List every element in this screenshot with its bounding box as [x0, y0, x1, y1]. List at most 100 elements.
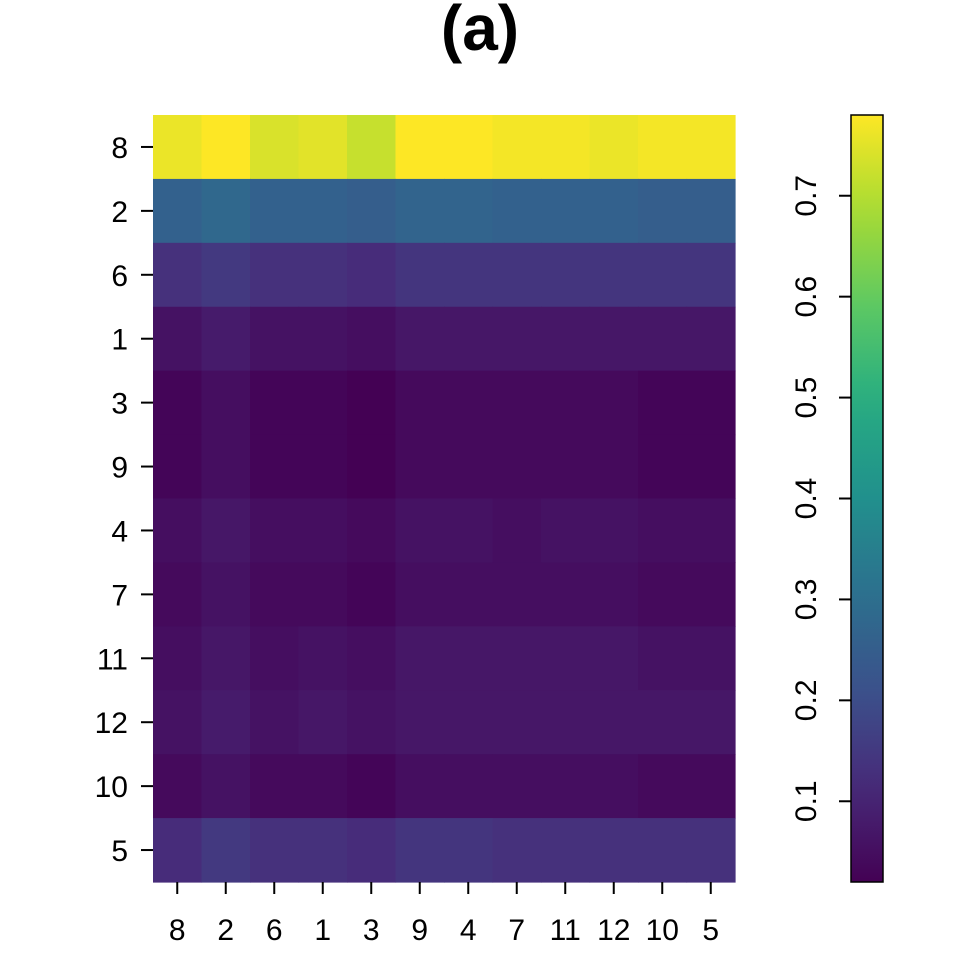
- heatmap-cell: [298, 818, 348, 883]
- heatmap-cell: [444, 754, 494, 819]
- heatmap-cell: [298, 562, 348, 627]
- heatmap-cell: [589, 690, 639, 755]
- y-tick-label: 3: [111, 388, 128, 421]
- heatmap-cell: [201, 818, 251, 883]
- heatmap-cell: [686, 242, 736, 308]
- heatmap-cell: [298, 498, 348, 564]
- heatmap-cell: [541, 626, 591, 691]
- heatmap-cell: [492, 306, 542, 372]
- heatmap-cell: [153, 115, 203, 180]
- x-tick-label: 4: [460, 914, 477, 947]
- x-tick-label: 3: [363, 914, 380, 947]
- heatmap-cell: [589, 754, 639, 819]
- heatmap-cell: [250, 626, 300, 691]
- heatmap-cell: [250, 562, 300, 627]
- x-tick-label: 1: [314, 914, 331, 947]
- heatmap-cell: [541, 242, 591, 308]
- heatmap-cell: [153, 626, 203, 691]
- heatmap-cell: [153, 498, 203, 564]
- heatmap-cell: [250, 306, 300, 372]
- heatmap-cell: [492, 498, 542, 564]
- heatmap-cell: [347, 370, 397, 436]
- heatmap-cell: [347, 115, 397, 180]
- y-tick-label: 6: [111, 260, 128, 293]
- heatmap-cell: [201, 562, 251, 627]
- heatmap-cell: [638, 178, 688, 244]
- heatmap-cell: [298, 626, 348, 691]
- heatmap-cell: [638, 754, 688, 819]
- heatmap-cell: [201, 306, 251, 372]
- colorbar-gradient: [850, 114, 884, 883]
- heatmap-cell: [638, 242, 688, 308]
- colorbar-tick-label: 0.2: [790, 679, 823, 721]
- heatmap-cell: [492, 178, 542, 244]
- heatmap-cell: [201, 178, 251, 244]
- heatmap-cell: [298, 306, 348, 372]
- heatmap-cell: [589, 370, 639, 436]
- heatmap-cell: [589, 626, 639, 691]
- heatmap-cell: [444, 306, 494, 372]
- heatmap-cell: [686, 306, 736, 372]
- heatmap-cell: [298, 434, 348, 500]
- x-tick-label: 5: [702, 914, 719, 947]
- colorbar: 0.1 0.2 0.3 0.4 0.5 0.6 0.7: [790, 114, 884, 883]
- heatmap-cell: [492, 115, 542, 180]
- heatmap-cell: [153, 562, 203, 627]
- heatmap-cell: [347, 306, 397, 372]
- colorbar-tick-label: 0.3: [790, 579, 823, 621]
- y-tick-label: 2: [111, 196, 128, 229]
- heatmap-cell: [541, 370, 591, 436]
- y-tick-label: 8: [111, 132, 128, 165]
- heatmap-cell: [492, 754, 542, 819]
- heatmap-cell: [395, 690, 445, 755]
- heatmap-cell: [541, 115, 591, 180]
- heatmap-cell: [153, 370, 203, 436]
- heatmap-cell: [492, 818, 542, 883]
- heatmap-cell: [395, 242, 445, 308]
- heatmap-cell: [201, 242, 251, 308]
- heatmap-cell: [444, 818, 494, 883]
- heatmap-cell: [250, 242, 300, 308]
- heatmap-cell: [250, 818, 300, 883]
- heatmap-cell: [492, 626, 542, 691]
- heatmap-cell: [589, 178, 639, 244]
- heatmap-cell: [250, 370, 300, 436]
- y-tick-label: 10: [95, 771, 128, 804]
- heatmap-cell: [541, 178, 591, 244]
- y-tick-label: 11: [97, 643, 128, 676]
- heatmap-cell: [347, 626, 397, 691]
- heatmap-cell: [492, 562, 542, 627]
- heatmap-cell: [153, 242, 203, 308]
- heatmap-cell: [638, 498, 688, 564]
- y-tick-label: 7: [111, 579, 128, 612]
- x-tick-label: 2: [217, 914, 234, 947]
- heatmap-cell: [444, 626, 494, 691]
- y-tick-label: 12: [95, 707, 128, 740]
- heatmap-cell: [589, 242, 639, 308]
- heatmap-cell: [589, 498, 639, 564]
- heatmap-cell: [444, 562, 494, 627]
- heatmap-cell: [686, 562, 736, 627]
- heatmap-cell: [395, 498, 445, 564]
- heatmap-cell: [638, 115, 688, 180]
- heatmap-cell: [347, 562, 397, 627]
- heatmap-cell: [686, 626, 736, 691]
- heatmap-cell: [201, 370, 251, 436]
- heatmap-cell: [153, 754, 203, 819]
- heatmap-cell: [250, 178, 300, 244]
- heatmap-cell: [492, 434, 542, 500]
- y-axis: 8 2 6 1 3 9 4 7 11 12 10 5: [95, 132, 153, 868]
- colorbar-tick-label: 0.5: [790, 377, 823, 419]
- heatmap-cell: [444, 115, 494, 180]
- heatmap-cell: [589, 562, 639, 627]
- heatmap-cell: [347, 690, 397, 755]
- heatmap-cell: [492, 370, 542, 436]
- heatmap-cell: [589, 818, 639, 883]
- heatmap-cell: [686, 818, 736, 883]
- heatmap-cell: [298, 690, 348, 755]
- heatmap-cell: [686, 370, 736, 436]
- heatmap-cell: [153, 306, 203, 372]
- heatmap-cell: [201, 498, 251, 564]
- heatmap-cell: [638, 434, 688, 500]
- heatmap-cell: [638, 562, 688, 627]
